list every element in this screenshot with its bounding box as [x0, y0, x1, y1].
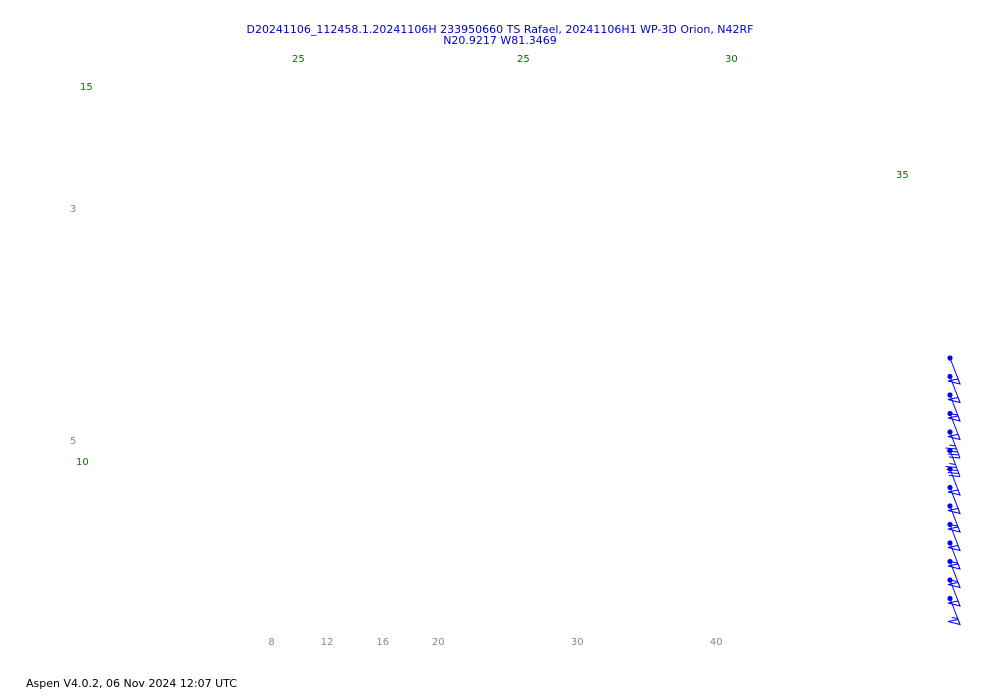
moist-adiabat-label: 25 — [517, 54, 530, 65]
wind-barb-feather — [947, 472, 959, 474]
bottom-axis-label: 20 — [432, 637, 445, 648]
wind-barb-flag — [947, 600, 961, 607]
wind-barb-flag — [947, 544, 961, 552]
bottom-axis-label: 8 — [268, 637, 274, 648]
moist-adiabat-label: 25 — [292, 54, 305, 65]
wind-barb-flag — [947, 526, 961, 533]
moist-adiabat-label: 35 — [896, 170, 909, 181]
wind-barb-half-feather — [949, 463, 956, 465]
wind-barb-flag — [947, 618, 961, 626]
wind-barb-staff — [949, 450, 961, 477]
moist-adiabat-label: 30 — [725, 54, 738, 65]
wind-barb-flag — [947, 415, 961, 422]
bottom-axis-label: 30 — [571, 637, 584, 648]
wind-barb-half-feather — [951, 617, 958, 619]
wind-barb-half-feather — [951, 413, 958, 416]
wind-barb-flag — [947, 378, 961, 385]
footer-version: Aspen V4.0.2, 06 Nov 2024 12:07 UTC — [26, 677, 237, 690]
wind-barb-feather — [948, 456, 961, 459]
bottom-axis-label: 40 — [710, 637, 723, 648]
chart-title-line1: D20241106_112458.1.20241106H 233950660 T… — [246, 23, 754, 36]
chart-title-line2: N20.9217 W81.3469 — [443, 34, 557, 47]
wind-barb-half-feather — [949, 444, 956, 447]
wind-barb-half-feather — [951, 580, 958, 582]
wind-barb-flag — [947, 396, 961, 404]
wind-barb-flag — [947, 563, 961, 570]
moist-adiabat-label: 10 — [76, 457, 89, 468]
wind-barb-feather — [948, 475, 961, 477]
wind-barb-flag — [947, 581, 961, 589]
mixing-ratio-label: 5 — [70, 436, 76, 447]
wind-barb-flag — [947, 507, 961, 515]
moist-adiabat-label: 15 — [80, 82, 93, 93]
wind-barb-flag — [947, 433, 961, 441]
bottom-axis-label: 12 — [321, 637, 334, 648]
axis-labels: 5006007008009001000-10010203081216203040… — [70, 54, 909, 648]
wind-barb-feather — [947, 453, 959, 456]
wind-barb-flag — [947, 489, 961, 496]
wind-barb-staff — [949, 431, 961, 459]
wind-barb-half-feather — [951, 524, 958, 527]
wind-barb-half-feather — [951, 561, 958, 564]
bottom-axis-label: 16 — [376, 637, 389, 648]
mixing-ratio-label: 3 — [70, 204, 76, 215]
